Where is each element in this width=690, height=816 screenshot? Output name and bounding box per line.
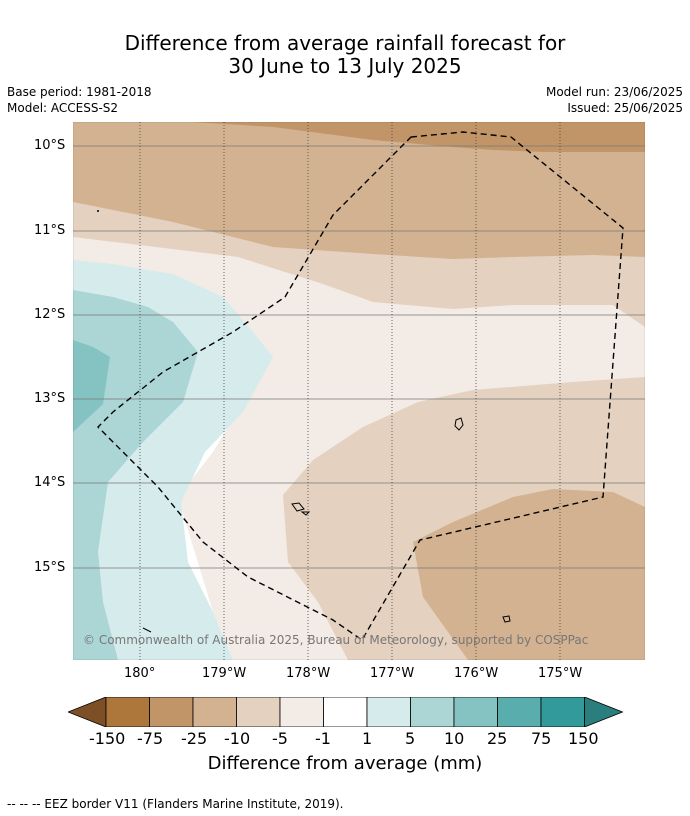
colorbar-swatch xyxy=(279,697,324,727)
lon-label: 180° xyxy=(124,666,156,681)
colorbar-tick-label: 75 xyxy=(531,729,552,748)
lon-label: 179°W xyxy=(202,666,247,681)
colorbar-swatch xyxy=(410,697,455,727)
colorbar-tick-label: -75 xyxy=(137,729,164,748)
colorbar-title: Difference from average (mm) xyxy=(207,753,483,774)
colorbar xyxy=(68,697,624,727)
colorbar-swatch xyxy=(236,697,281,727)
model-name: Model: ACCESS-S2 xyxy=(7,101,119,115)
lon-label: 177°W xyxy=(370,666,415,681)
rainfall-map xyxy=(73,122,645,660)
island xyxy=(291,502,305,512)
island xyxy=(454,417,464,431)
colorbar-tick-label: -5 xyxy=(272,729,288,748)
colorbar-swatch xyxy=(105,697,150,727)
colorbar-tick-label: -1 xyxy=(315,729,331,748)
issued-date: Issued: 25/06/2025 xyxy=(567,101,683,115)
band-dry-moderate-north xyxy=(73,122,645,259)
lon-label: 178°W xyxy=(286,666,331,681)
map-title-line2: 30 June to 13 July 2025 xyxy=(228,54,462,78)
colorbar-tick-label: 1 xyxy=(362,729,373,748)
colorbar-swatch xyxy=(453,697,498,727)
colorbar-tick-label: 25 xyxy=(487,729,508,748)
band-dry-moderate-southeast xyxy=(413,489,645,660)
eez-legend-note: -- -- -- EEZ border V11 (Flanders Marine… xyxy=(7,797,344,811)
colorbar-swatch xyxy=(323,697,368,727)
colorbar-swatch xyxy=(540,697,585,727)
lat-label: 12°S xyxy=(34,307,66,322)
island xyxy=(142,627,152,633)
lat-label: 13°S xyxy=(34,391,66,406)
copyright-notice: © Commonwealth of Australia 2025, Bureau… xyxy=(83,633,589,647)
island xyxy=(502,615,511,623)
lon-label: 176°W xyxy=(454,666,499,681)
colorbar-swatch xyxy=(366,697,411,727)
lon-label: 175°W xyxy=(538,666,583,681)
colorbar-swatch xyxy=(497,697,542,727)
colorbar-tick-label: 150 xyxy=(568,729,599,748)
island xyxy=(97,210,99,212)
colorbar-extend-low xyxy=(68,697,107,727)
colorbar-extend-high xyxy=(584,697,624,727)
island xyxy=(300,511,311,516)
colorbar-swatch xyxy=(192,697,237,727)
map-title-line1: Difference from average rainfall forecas… xyxy=(124,31,566,55)
lat-label: 15°S xyxy=(34,560,66,575)
colorbar-tick-label: 10 xyxy=(444,729,465,748)
model-run: Model run: 23/06/2025 xyxy=(545,85,683,99)
colorbar-tick-label: -150 xyxy=(89,729,126,748)
lat-label: 14°S xyxy=(34,475,66,490)
eez-border xyxy=(97,131,624,642)
colorbar-swatch xyxy=(149,697,194,727)
lat-label: 10°S xyxy=(34,138,66,153)
colorbar-tick-label: -10 xyxy=(224,729,251,748)
colorbar-tick-label: -25 xyxy=(181,729,208,748)
colorbar-tick-label: 5 xyxy=(405,729,416,748)
base-period: Base period: 1981-2018 xyxy=(7,85,152,99)
band-wet-moderate xyxy=(73,340,110,432)
lat-label: 11°S xyxy=(34,223,66,238)
band-dry-heavy-north xyxy=(73,122,645,152)
